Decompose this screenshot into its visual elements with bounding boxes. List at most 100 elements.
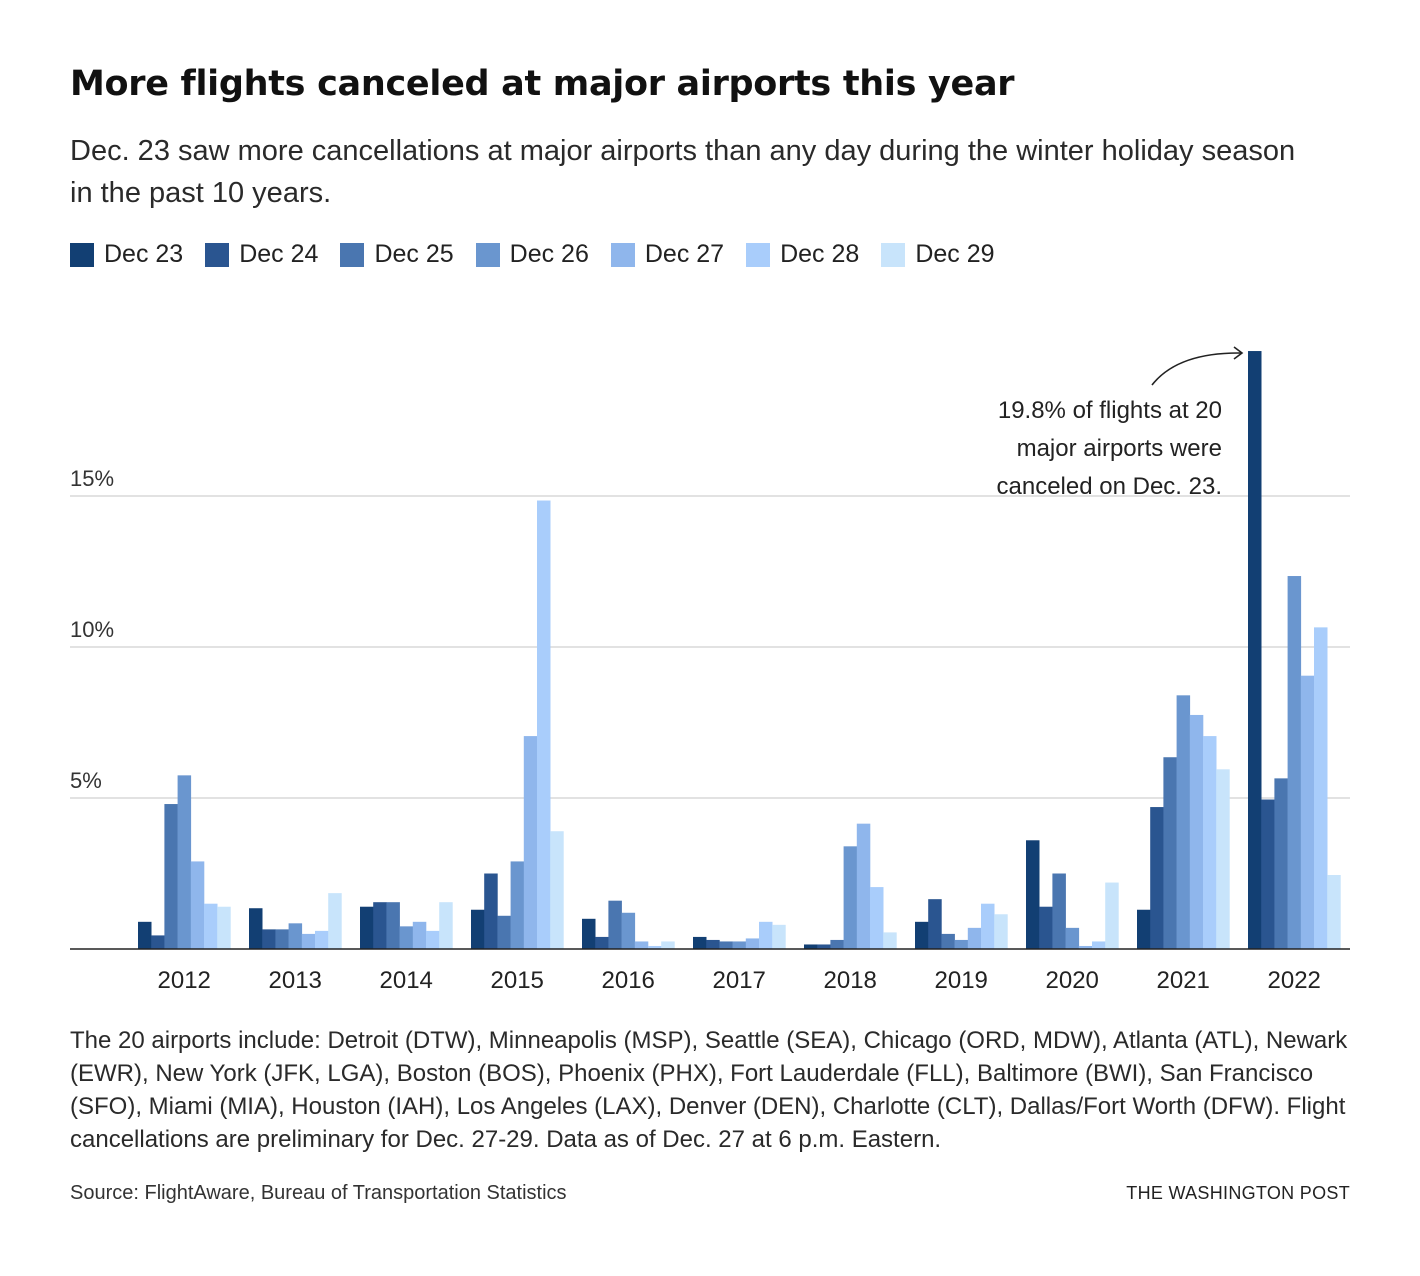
bar-2014-dec-29 [439,902,453,949]
bar-2019-dec-27 [967,927,982,949]
bar-2017-dec-27 [745,938,760,949]
legend-swatch [70,242,94,267]
legend-label: Dec 27 [644,240,725,268]
annotation-arrowhead [1233,346,1244,360]
annotation: 19.8% of flights at 20 major airports wer… [997,346,1244,500]
bar-2014-dec-28 [426,930,440,949]
legend-item-dec-25: Dec 25 [340,240,454,269]
bar-2017-dec-28 [759,921,773,949]
annotation-text-line: 19.8% of flights at 20 [998,397,1222,424]
legend-swatch [475,242,500,267]
bar-2018-dec-25 [830,939,844,949]
legend-item-dec-26: Dec 26 [475,240,589,269]
annotation-text-line: canceled on Dec. 23. [997,473,1222,500]
bar-2019-dec-29 [994,914,1008,949]
bar-2018-dec-23 [804,944,818,949]
x-tick-label: 2013 [269,967,322,994]
y-tick-label: 10% [70,617,114,642]
bar-group-2012 [138,775,231,949]
legend-swatch [340,242,365,267]
bar-2015-dec-26 [510,861,525,949]
bar-2020-dec-23 [1026,840,1040,949]
x-tick-label: 2019 [935,967,988,994]
bar-2012-dec-28 [204,903,218,949]
bar-2022-dec-27 [1300,675,1315,949]
bar-2022-dec-29 [1327,875,1341,949]
bars [138,351,1341,949]
bar-2016-dec-28 [648,945,662,949]
legend-item-dec-23: Dec 23 [70,240,183,269]
bar-2016-dec-24 [595,936,609,949]
bar-2018-dec-29 [883,932,897,949]
bar-2019-dec-28 [981,903,995,949]
bar-2016-dec-26 [621,912,636,949]
y-tick-label: 15% [70,466,114,491]
bar-2021-dec-23 [1137,909,1151,949]
bar-2012-dec-25 [164,804,178,949]
bar-group-2020 [1026,840,1119,949]
x-tick-label: 2012 [158,967,211,994]
x-tick-label: 2015 [491,967,544,994]
bar-2018-dec-28 [870,887,884,949]
legend-swatch [610,242,635,267]
bar-2019-dec-25 [941,933,955,949]
bar-2013-dec-27 [301,933,316,949]
bar-2019-dec-26 [954,939,969,949]
bar-2019-dec-24 [928,899,942,949]
legend-swatch [881,242,906,267]
bar-2016-dec-27 [634,941,649,949]
bar-2021-dec-28 [1203,736,1217,949]
bar-group-2018 [804,823,897,949]
bar-2021-dec-27 [1189,714,1204,949]
legend-label: Dec 26 [509,240,589,268]
bar-2013-dec-25 [275,929,289,949]
bar-2015-dec-27 [523,736,538,949]
x-axis: 2012 2013 2014 2015 2016 2017 2018 2019 2020 2021… [70,948,1350,994]
bar-2016-dec-25 [608,900,622,949]
bar-group-2017 [693,921,786,949]
bar-2018-dec-26 [843,846,858,949]
bar-2019-dec-23 [915,921,929,949]
legend-label: Dec 29 [915,240,995,268]
annotation-arrow [1151,352,1243,386]
bar-group-2014 [360,902,453,949]
bar-2015-dec-25 [497,915,511,949]
bar-2014-dec-25 [386,902,400,949]
bar-2014-dec-23 [360,906,374,949]
x-tick-label: 2022 [1268,967,1321,994]
bar-2021-dec-24 [1150,807,1164,949]
bar-2014-dec-24 [373,902,387,949]
bar-2014-dec-27 [412,921,427,949]
bar-2015-dec-29 [550,831,564,949]
bar-2014-dec-26 [399,926,414,949]
x-tick-label: 2021 [1157,967,1210,994]
x-tick-label: 2018 [824,967,877,994]
bar-2017-dec-24 [706,939,720,949]
legend-label: Dec 25 [374,240,454,268]
bar-2018-dec-27 [856,823,871,949]
gridlines [70,495,1350,799]
bar-2013-dec-28 [315,930,329,949]
bar-2022-dec-24 [1261,799,1275,949]
bar-2017-dec-29 [772,924,786,949]
bar-2015-dec-23 [471,909,485,949]
bar-2012-dec-23 [138,921,152,949]
y-tick-label: 5% [70,768,102,793]
bar-2022-dec-23 [1248,351,1262,949]
bar-2013-dec-24 [262,929,276,949]
bar-2022-dec-26 [1287,576,1302,949]
bar-group-2013 [249,893,342,949]
x-tick-label: 2014 [380,967,433,994]
bar-group-2021 [1137,695,1230,949]
legend-swatch [205,242,230,267]
bar-2016-dec-23 [582,918,596,949]
legend-item-dec-28: Dec 28 [746,240,859,269]
bar-2012-dec-29 [217,906,231,949]
bar-2020-dec-24 [1039,906,1053,949]
legend-label: Dec 23 [104,240,184,268]
x-tick-label: 2016 [602,967,655,994]
bar-2020-dec-29 [1105,882,1119,949]
bar-group-2015 [471,500,564,949]
bar-2012-dec-27 [190,861,205,949]
bar-2017-dec-26 [732,941,747,949]
